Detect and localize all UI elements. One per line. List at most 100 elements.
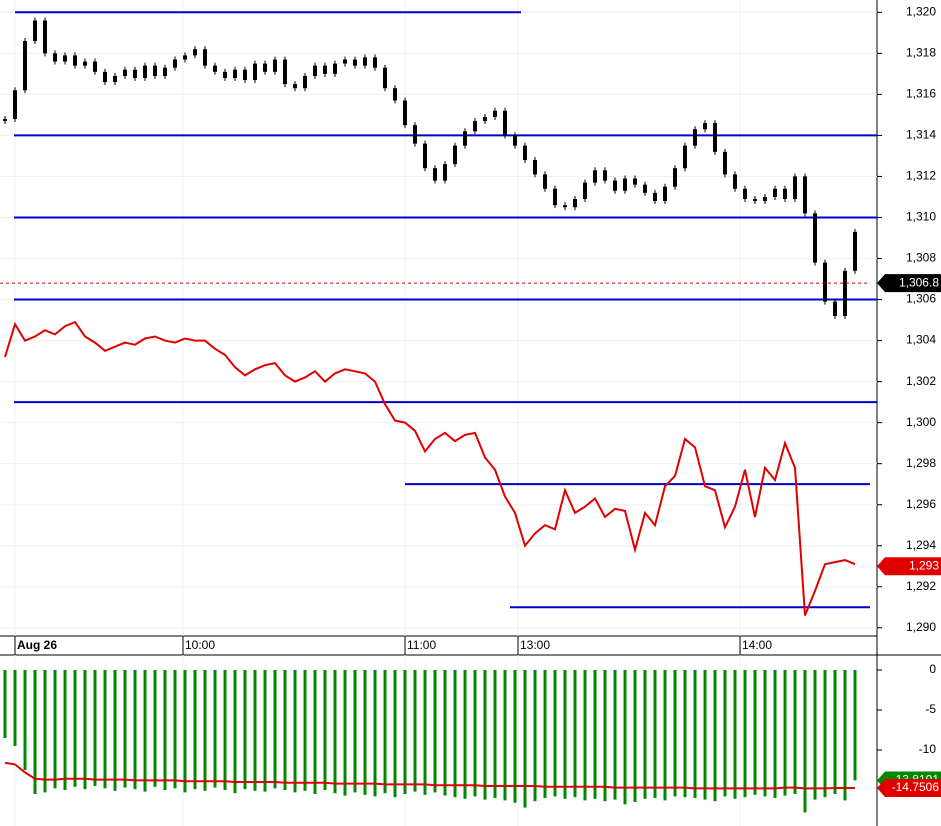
bar: [303, 670, 307, 791]
x-tick-label: 10:00: [185, 638, 215, 652]
y-tick-label: 1,316: [906, 87, 936, 101]
bar: [553, 670, 557, 797]
bar: [423, 670, 427, 795]
candle: [173, 59, 177, 68]
bar: [803, 670, 807, 813]
candle: [713, 123, 717, 152]
candle: [673, 168, 677, 187]
bar: [213, 670, 217, 788]
candle: [13, 90, 17, 119]
y-tick-label: -5: [925, 702, 936, 716]
bar: [383, 670, 387, 794]
candle: [463, 131, 467, 146]
candle: [143, 65, 147, 78]
candle: [43, 20, 47, 54]
candle: [663, 186, 667, 202]
candle: [73, 55, 77, 66]
bar: [53, 670, 57, 789]
bar: [323, 670, 327, 790]
candle: [183, 55, 187, 60]
candle: [83, 61, 87, 66]
bar: [703, 670, 707, 800]
candle: [543, 174, 547, 189]
candle: [553, 188, 557, 206]
bar: [403, 670, 407, 794]
bar: [763, 670, 767, 797]
bar: [543, 670, 547, 798]
candle: [683, 145, 687, 169]
y-tick-label: 1,304: [906, 333, 936, 347]
candle: [793, 176, 797, 200]
bar: [93, 670, 97, 786]
bar: [283, 670, 287, 790]
candle: [23, 41, 27, 91]
price-tag: [877, 779, 941, 798]
bar: [143, 670, 147, 792]
bar: [113, 670, 117, 791]
bar: [453, 670, 457, 798]
bar: [773, 670, 777, 798]
bar: [203, 670, 207, 791]
bar: [33, 670, 37, 794]
bar: [523, 670, 527, 808]
candle: [373, 57, 377, 68]
bar: [593, 670, 597, 799]
candle: [153, 65, 157, 76]
bar: [633, 670, 637, 802]
candle: [223, 71, 227, 78]
candle: [303, 75, 307, 89]
candle: [453, 145, 457, 165]
candle: [203, 49, 207, 66]
bar: [733, 670, 737, 799]
bar: [493, 670, 497, 798]
bar: [63, 670, 67, 790]
bar: [753, 670, 757, 795]
line-series: [4, 320, 856, 616]
candle: [773, 188, 777, 197]
line-series: [4, 761, 855, 790]
y-tick-label: 1,320: [906, 4, 936, 18]
y-tick-label: 1,300: [906, 415, 936, 429]
bar: [43, 670, 47, 793]
bar: [473, 670, 477, 797]
y-tick-label: 1,302: [906, 374, 936, 388]
y-tick-label: 1,314: [906, 128, 936, 142]
price-tag: [877, 557, 941, 576]
bar: [483, 670, 487, 800]
price-tag-label: 1,306.8: [899, 275, 939, 289]
candle: [193, 49, 197, 56]
candle: [383, 67, 387, 89]
y-tick-label: 0: [929, 662, 936, 676]
candle: [803, 176, 807, 214]
bar: [463, 670, 467, 799]
candle: [393, 88, 397, 101]
bar: [623, 670, 627, 805]
candle: [693, 129, 697, 146]
price-tag-label: 1,293: [909, 558, 939, 572]
bar: [273, 670, 277, 789]
candle: [503, 110, 507, 136]
candle: [633, 178, 637, 185]
bar: [373, 670, 377, 797]
bar: [343, 670, 347, 796]
candle: [833, 301, 837, 316]
candle: [3, 118, 7, 121]
bar: [843, 670, 847, 801]
y-tick-label: 1,318: [906, 46, 936, 60]
y-tick-label: 1,290: [906, 620, 936, 634]
bar: [833, 670, 837, 794]
y-tick-label: 1,312: [906, 169, 936, 183]
candle: [283, 59, 287, 85]
candle: [653, 192, 657, 202]
bar: [513, 670, 517, 803]
bar: [613, 670, 617, 800]
bar: [673, 670, 677, 797]
bar: [713, 670, 717, 802]
bar: [793, 670, 797, 794]
candle: [473, 121, 477, 132]
candle: [733, 174, 737, 189]
bar: [443, 670, 447, 796]
bar: [153, 670, 157, 787]
